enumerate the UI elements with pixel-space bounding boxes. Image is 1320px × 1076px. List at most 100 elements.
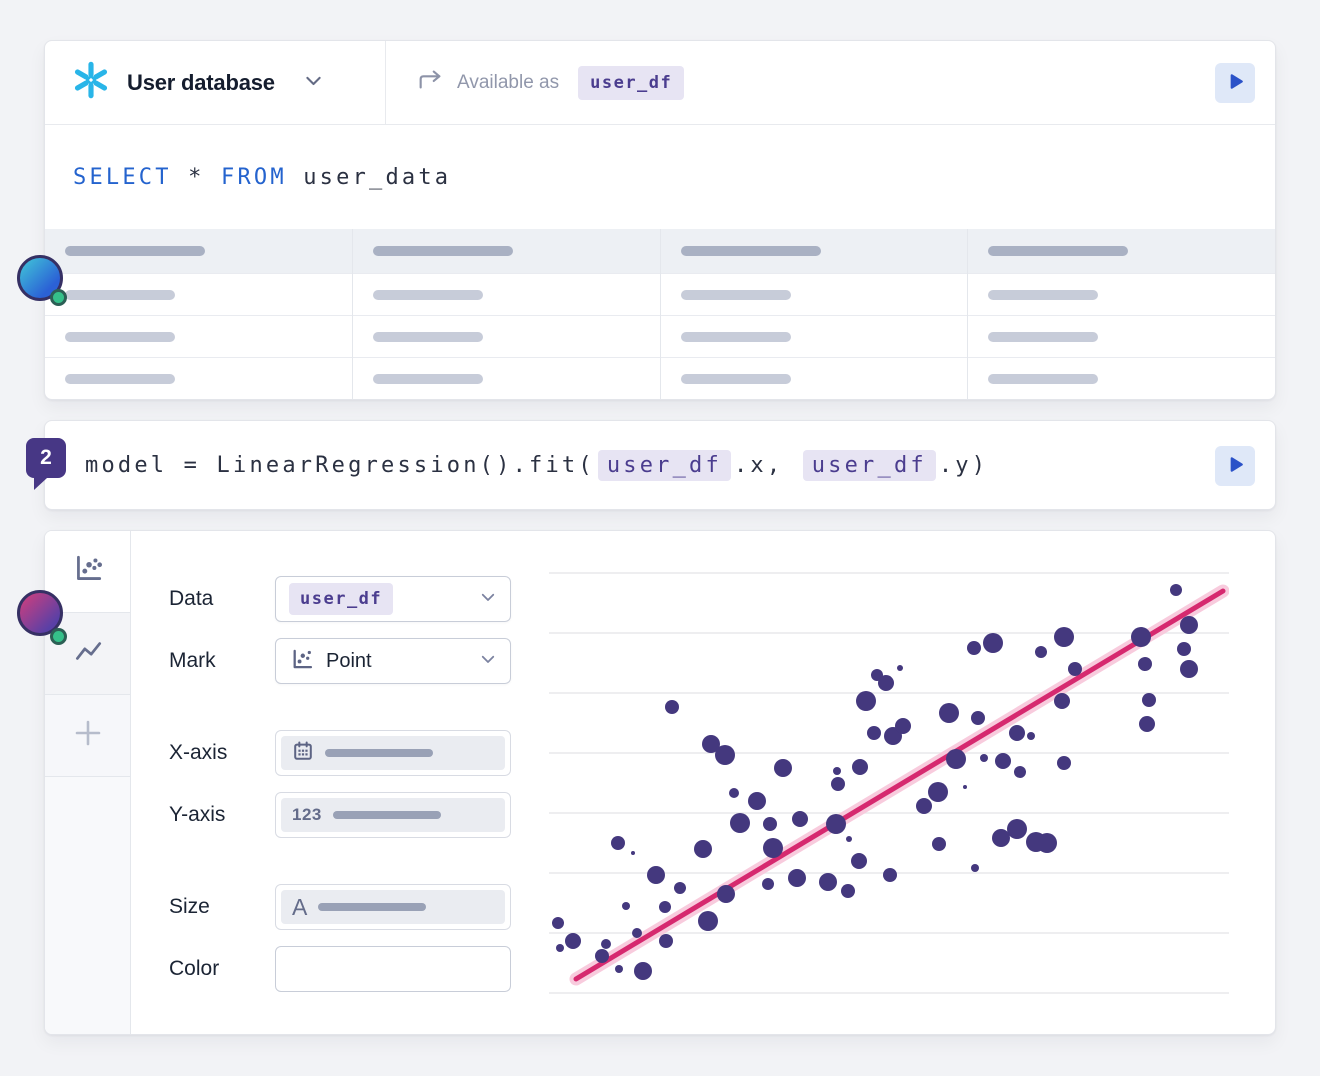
scatter-chart-icon <box>71 552 105 591</box>
color-field-row: Color <box>169 946 511 992</box>
result-table-skeleton <box>45 229 1275 399</box>
header-placeholder-bar <box>65 246 205 256</box>
table-header-cell <box>352 229 660 273</box>
sql-cell-header: User database Available as user_df <box>45 41 1275 125</box>
play-icon <box>1226 73 1245 93</box>
table-header-cell <box>660 229 968 273</box>
table-row-cell <box>352 357 660 399</box>
table-column <box>968 229 1275 399</box>
run-python-button[interactable] <box>1215 446 1255 486</box>
cell-placeholder-bar <box>680 331 791 342</box>
output-arrow-icon <box>416 68 444 97</box>
text-type-icon: A <box>292 893 308 920</box>
collaborator-avatar-purple <box>17 590 67 645</box>
y-axis-column-chip: 123 <box>281 798 505 832</box>
collaborator-avatar-blue <box>17 255 67 306</box>
numeric-type-icon: 123 <box>292 805 322 824</box>
python-cell: 2 model = LinearRegression().fit(user_df… <box>26 420 1276 510</box>
table-column <box>45 229 353 399</box>
calendar-icon <box>292 740 314 767</box>
cell-placeholder-bar <box>680 289 791 300</box>
python-code: model = LinearRegression().fit(user_df .x… <box>85 449 988 481</box>
x-axis-column-chip <box>281 736 505 770</box>
color-field[interactable] <box>275 946 511 992</box>
column-placeholder-bar <box>332 811 441 819</box>
header-placeholder-bar <box>680 246 821 256</box>
chart-cell: Data user_df Mark <box>44 530 1276 1035</box>
plus-icon <box>73 718 103 753</box>
table-row-cell <box>968 273 1275 315</box>
cell-placeholder-bar <box>65 373 175 384</box>
mark-field-row: Mark Point <box>169 638 511 684</box>
scatter-plot <box>549 566 1230 996</box>
execution-count-badge: 2 <box>26 438 66 490</box>
table-row-cell <box>45 315 352 357</box>
online-status-dot <box>50 628 67 645</box>
data-select-value: user_df <box>289 583 394 615</box>
table-row-cell <box>660 315 968 357</box>
source-selector[interactable]: User database <box>45 41 386 124</box>
table-column <box>352 229 661 399</box>
mark-field-label: Mark <box>169 649 216 672</box>
y-axis-field-row: Y-axis 123 <box>169 792 511 838</box>
table-header-cell <box>968 229 1275 273</box>
line-chart-tab[interactable] <box>45 613 130 695</box>
source-title: User database <box>127 69 275 95</box>
cell-placeholder-bar <box>65 331 175 342</box>
cell-placeholder-bar <box>372 289 483 300</box>
scatter-mark-icon <box>289 646 315 677</box>
mark-select-value: Point <box>326 649 372 672</box>
cell-placeholder-bar <box>372 331 483 342</box>
sql-query-code: SELECT * FROM user_data <box>73 164 452 190</box>
add-chart-tab[interactable] <box>45 695 130 777</box>
sql-editor[interactable]: SELECT * FROM user_data <box>45 125 1275 229</box>
cell-placeholder-bar <box>65 289 175 300</box>
data-select[interactable]: user_df <box>275 576 511 622</box>
table-row-cell <box>352 315 660 357</box>
y-axis-field-label: Y-axis <box>169 803 226 826</box>
run-sql-button[interactable] <box>1215 63 1255 103</box>
cell-placeholder-bar <box>988 289 1099 300</box>
chevron-down-icon <box>303 70 324 96</box>
header-placeholder-bar <box>988 246 1129 256</box>
column-placeholder-bar <box>325 749 433 757</box>
data-field-label: Data <box>169 587 214 610</box>
size-field-row: Size A <box>169 884 511 930</box>
size-field-label: Size <box>169 895 210 918</box>
chevron-down-icon <box>479 588 497 611</box>
available-as-section: Available as user_df <box>386 41 1275 124</box>
scatter-chart-tab[interactable] <box>45 531 130 613</box>
size-field[interactable]: A <box>275 884 511 930</box>
data-field-row: Data user_df <box>169 576 511 622</box>
cell-placeholder-bar <box>372 373 483 384</box>
snowflake-icon <box>71 60 111 105</box>
table-row-cell <box>660 273 968 315</box>
available-as-label: Available as <box>457 71 560 93</box>
mark-select[interactable]: Point <box>275 638 511 684</box>
chart-tabs-sidebar <box>45 531 131 1034</box>
table-row-cell <box>352 273 660 315</box>
table-header-cell <box>45 229 352 273</box>
header-placeholder-bar <box>372 246 513 256</box>
sql-cell: User database Available as user_df <box>44 40 1276 400</box>
online-status-dot <box>50 289 67 306</box>
y-axis-field[interactable]: 123 <box>275 792 511 838</box>
x-axis-field-row: X-axis <box>169 730 511 776</box>
play-icon <box>1226 456 1245 476</box>
chevron-down-icon <box>479 650 497 673</box>
cell-placeholder-bar <box>680 373 791 384</box>
python-editor[interactable]: model = LinearRegression().fit(user_df .x… <box>85 421 988 509</box>
table-row-cell <box>45 357 352 399</box>
table-row-cell <box>45 273 352 315</box>
dataframe-alias-badge[interactable]: user_df <box>578 65 685 100</box>
cell-placeholder-bar <box>988 373 1099 384</box>
table-row-cell <box>968 315 1275 357</box>
size-column-chip: A <box>281 890 505 924</box>
x-axis-field-label: X-axis <box>169 741 228 764</box>
column-placeholder-bar <box>318 903 427 911</box>
color-field-label: Color <box>169 957 220 980</box>
x-axis-field[interactable] <box>275 730 511 776</box>
line-chart-icon <box>71 634 105 673</box>
cell-placeholder-bar <box>988 331 1099 342</box>
